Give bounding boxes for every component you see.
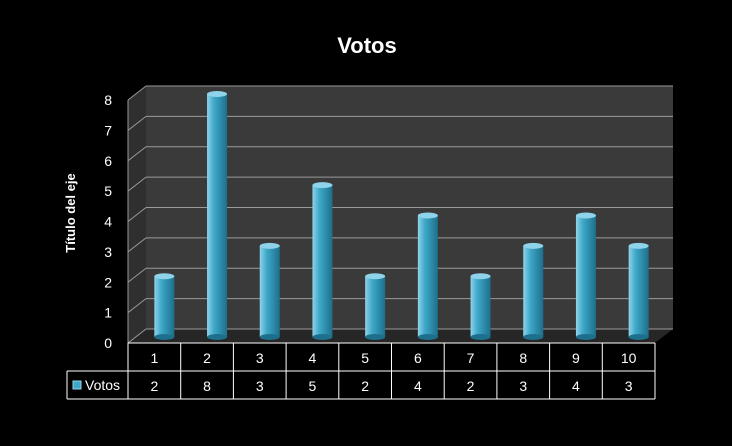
category-label: 3: [256, 350, 264, 366]
category-label: 6: [414, 350, 422, 366]
bar-base: [575, 334, 596, 340]
bar-top: [575, 212, 596, 219]
bar-base: [417, 334, 438, 340]
bar-top: [628, 242, 649, 249]
bar-base: [365, 334, 386, 340]
bar: [417, 212, 438, 340]
bar-body: [365, 276, 386, 337]
bar-top: [523, 242, 544, 249]
category-label: 8: [519, 350, 527, 366]
category-label: 2: [203, 350, 211, 366]
bar: [365, 273, 386, 340]
data-label: 3: [625, 378, 633, 394]
data-label: 5: [309, 378, 317, 394]
chart-title: Votos: [337, 33, 396, 58]
category-label: 4: [309, 350, 317, 366]
bar-base: [312, 334, 333, 340]
bar: [523, 242, 544, 340]
plot-area: 0 1 2 3 4 5 6 7 8 1 2 3 4 5 6 7 8 9 10 2 8 3 5 2 4 2 3 4 3 Votos: [66, 85, 673, 400]
gridline-side: [127, 85, 147, 101]
category-label: 10: [621, 350, 637, 366]
bar: [154, 273, 175, 340]
y-tick-label: 0: [104, 335, 112, 351]
y-tick-label: 4: [104, 214, 112, 230]
gridline-side: [127, 207, 147, 222]
data-label: 8: [203, 378, 211, 394]
y-tick-label: 6: [104, 153, 112, 169]
y-tick-label: 2: [104, 274, 112, 290]
gridline-side: [127, 328, 147, 344]
category-label: 5: [361, 350, 369, 366]
data-label: 4: [414, 378, 422, 394]
bar-top: [470, 273, 491, 280]
bar-body: [207, 94, 228, 337]
bar-top: [312, 182, 333, 189]
data-label: 2: [150, 378, 158, 394]
bar-base: [628, 334, 649, 340]
bar-body: [523, 245, 544, 337]
gridline-side: [127, 115, 147, 131]
data-label: 3: [519, 378, 527, 394]
data-label: 2: [361, 378, 369, 394]
bar-base: [207, 334, 228, 340]
data-label: 2: [467, 378, 475, 394]
data-label: 4: [572, 378, 580, 394]
bar-body: [628, 245, 649, 337]
bar-base: [154, 334, 175, 340]
y-tick-label: 8: [104, 92, 112, 108]
data-label: 3: [256, 378, 264, 394]
bar-body: [417, 215, 438, 337]
bar-top: [259, 242, 280, 249]
category-label: 9: [572, 350, 580, 366]
bar: [470, 273, 491, 340]
category-label: 1: [150, 350, 158, 366]
category-label: 7: [467, 350, 475, 366]
gridline-side: [127, 298, 147, 314]
bar-body: [575, 215, 596, 337]
legend-label: Votos: [85, 377, 120, 393]
y-axis-title: Título del eje: [63, 173, 78, 252]
bar-body: [312, 185, 333, 337]
gridline-side: [127, 176, 147, 192]
bar-base: [259, 334, 280, 340]
bar-body: [259, 245, 280, 337]
bar-top: [365, 273, 386, 280]
legend-key: [72, 380, 82, 390]
bar-body: [154, 276, 175, 337]
y-tick-label: 5: [104, 183, 112, 199]
bar: [207, 91, 228, 340]
y-tick-label: 3: [104, 244, 112, 260]
y-tick-label: 1: [104, 305, 112, 321]
bar-body: [470, 276, 491, 337]
bar-top: [417, 212, 438, 219]
gridline-side: [127, 237, 147, 253]
bar: [259, 242, 280, 340]
bar-top: [207, 91, 228, 97]
y-tick-label: 7: [104, 122, 112, 138]
gridline-side: [127, 146, 147, 162]
bar: [575, 212, 596, 340]
bar: [628, 242, 649, 340]
bar-base: [523, 334, 544, 340]
bar: [312, 182, 333, 340]
gridline-side: [127, 267, 147, 283]
bar-base: [470, 334, 491, 340]
bar-top: [154, 273, 175, 280]
